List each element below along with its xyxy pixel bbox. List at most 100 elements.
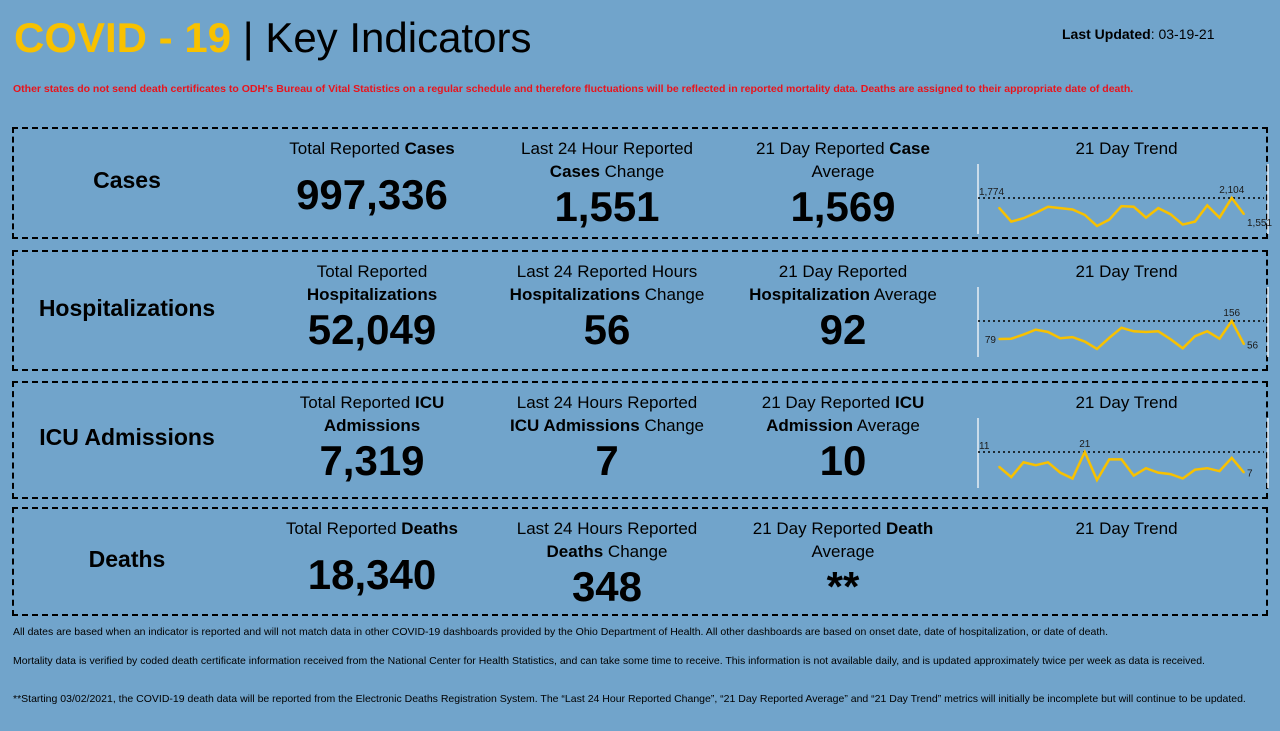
footnote-2: Mortality data is verified by coded deat… [13, 655, 1205, 667]
trend-chart: 21 Day Trend 79 156 56 [964, 260, 1269, 357]
last-updated: Last Updated: 03-19-21 [1062, 26, 1215, 42]
total-title: Total Reported Cases [252, 137, 492, 183]
trend-point [1230, 320, 1233, 322]
trend-point [1230, 457, 1233, 459]
total-value: 997,336 [296, 171, 448, 218]
trend-sparkline: 11 21 7 [977, 418, 1269, 488]
trend-point [1132, 330, 1135, 333]
title-segment: ICU [894, 393, 925, 412]
average-metric: 21 Day Reported Case Average 1,569 [723, 137, 963, 231]
trend-point [1157, 471, 1160, 474]
trend-max-label: 2,104 [1219, 185, 1244, 196]
footnote-1: All dates are based when an indicator is… [13, 626, 1109, 638]
trend-point [1010, 337, 1013, 340]
average-value: 92 [819, 306, 867, 353]
trend-point [1047, 205, 1049, 208]
title-segment: 21 Day Reported [752, 519, 886, 538]
trend-title: 21 Day Trend [1075, 139, 1178, 158]
title-segment: Change [603, 542, 668, 561]
trend-point [1108, 218, 1111, 221]
title-segment: Hospitalization [749, 285, 871, 304]
title-segment: 21 Day Reported [761, 393, 895, 412]
panel-label: Hospitalizations [38, 294, 216, 321]
trend-point [1034, 212, 1037, 214]
title-segment: Average [811, 162, 875, 181]
trend-point [1120, 205, 1123, 207]
trend-point [1083, 340, 1086, 343]
trend-first-label: 1,774 [979, 187, 1004, 198]
title-segment: Change [640, 285, 705, 304]
change-title: Last 24 Hour Reported Cases Change [487, 137, 727, 183]
trend-chart: 21 Day Trend 1,774 2,104 1,551 [964, 137, 1272, 234]
trend-max-label: 156 [1223, 308, 1240, 319]
trend-point [1181, 223, 1184, 226]
trend-point [1132, 205, 1135, 208]
total-metric: Total Reported Hospitalizations 52,049 [252, 260, 492, 354]
total-metric: Total Reported Cases 997,336 [252, 137, 492, 219]
trend-point [1169, 338, 1172, 340]
trend-point [1022, 333, 1025, 336]
change-metric: Last 24 Reported Hours Hospitalizations C… [487, 260, 727, 354]
trend-chart: 21 Day Trend 11 21 7 [964, 391, 1269, 488]
trend-point [1083, 214, 1086, 216]
title-segment: Average [853, 416, 920, 435]
trend-point [1243, 343, 1245, 346]
average-value: 1,569 [790, 183, 896, 230]
trend-max-label: 21 [1079, 439, 1091, 450]
panel-cases: Cases Total Reported Cases 997,336 Last 24 … [12, 127, 1272, 239]
title-segment: Cases [549, 162, 600, 181]
trend-point [1096, 479, 1098, 481]
average-value: ** [826, 563, 860, 610]
average-metric: 21 Day Reported ICU Admission Average 10 [723, 391, 963, 485]
title-segment: Hospitalizations [509, 285, 641, 304]
average-value: 10 [819, 437, 867, 484]
trend-point [1218, 470, 1221, 472]
trend-point [1120, 326, 1123, 329]
panel-label: ICU Admissions [39, 424, 215, 450]
trend-point [998, 338, 1000, 340]
total-metric: Total Reported Deaths 18,340 [252, 517, 492, 599]
change-value: 7 [595, 437, 619, 484]
title-segment: Change [599, 162, 665, 181]
trend-point [1010, 220, 1013, 223]
trend-point [1243, 213, 1245, 216]
title-segment: Death [886, 519, 934, 538]
trend-title: 21 Day Trend [1075, 519, 1178, 538]
trend-point [1059, 207, 1062, 209]
title-segment: Hospitalizations [306, 285, 438, 304]
average-title: 21 Day Reported Death Average [723, 517, 963, 563]
title-segment: ICU [415, 393, 445, 412]
change-title: Last 24 Hours Reported ICU Admissions Cha… [487, 391, 727, 437]
trend-point [1071, 208, 1074, 211]
average-title: 21 Day Reported ICU Admission Average [723, 391, 963, 437]
title-segment: Last 24 Hour Reported [521, 139, 693, 158]
trend-point [1108, 337, 1111, 339]
title-segment: Last 24 Hours Reported [516, 519, 698, 538]
title-segment: Cases [404, 139, 455, 158]
change-title: Last 24 Reported Hours Hospitalizations C… [487, 260, 727, 306]
trend-point [1145, 216, 1147, 219]
total-value: 18,340 [307, 551, 437, 598]
trend-last-label: 56 [1247, 340, 1259, 351]
last-updated-label: Last Updated [1062, 26, 1151, 42]
trend-point [1132, 474, 1135, 477]
change-value: 1,551 [554, 183, 660, 230]
title-segment: Total Reported [316, 262, 428, 281]
trend-sparkline: 79 156 56 [977, 287, 1269, 357]
trend-last-label: 1,551 [1247, 218, 1272, 229]
trend-point [1169, 213, 1172, 216]
trend-title: 21 Day Trend [1075, 262, 1178, 281]
trend-point [1206, 330, 1209, 333]
total-title: Total Reported Deaths [252, 517, 492, 563]
trend-point [1181, 347, 1184, 350]
title-segment: Deaths [546, 542, 604, 561]
trend-point [998, 206, 1000, 209]
trend-point [1218, 216, 1221, 219]
trend-point [1157, 207, 1160, 209]
trend-line [998, 318, 1246, 351]
title-segment: Admissions [323, 416, 421, 435]
title-segment: Change [639, 416, 704, 435]
total-title: Total Reported ICU Admissions [252, 391, 492, 437]
trend-point [1096, 225, 1098, 227]
title-segment: Last 24 Hours Reported [516, 393, 698, 412]
